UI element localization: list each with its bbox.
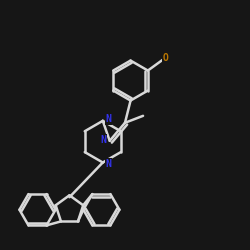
Text: N: N (106, 159, 112, 169)
Text: N: N (106, 114, 112, 124)
Text: N: N (100, 135, 106, 145)
Text: O: O (162, 53, 168, 63)
